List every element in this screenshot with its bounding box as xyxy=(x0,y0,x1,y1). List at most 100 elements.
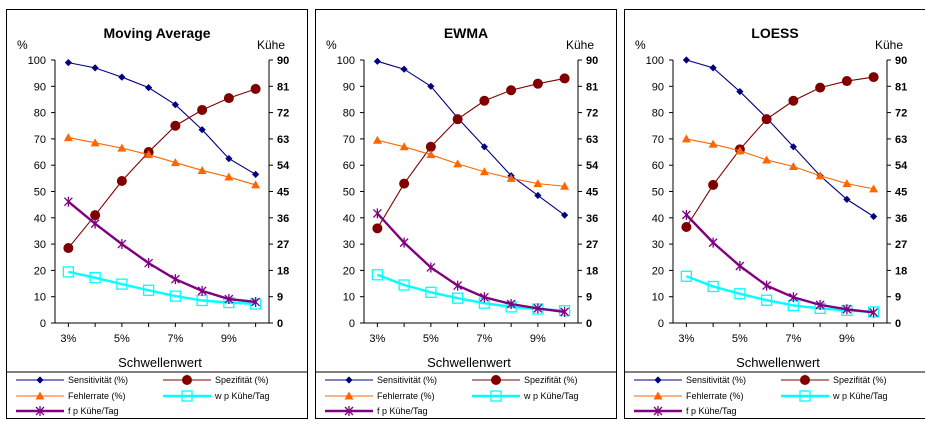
y-tick-label: 0 xyxy=(40,318,46,330)
y-axis-label: % xyxy=(17,38,28,52)
data-point-spezifit-t xyxy=(197,104,208,115)
y-tick-label: 20 xyxy=(652,265,664,277)
legend: Sensitivität (%) Spezifität (%) Fehlerrate… xyxy=(315,371,617,416)
data-point-f-p-k-he-tag xyxy=(117,239,127,250)
legend-marker-sensitivit-t xyxy=(36,376,44,384)
x-tick-label: 7% xyxy=(167,333,183,345)
series-line-sensitivit-t xyxy=(377,60,565,216)
y2-tick-label: 63 xyxy=(895,134,907,146)
legend-marker-f-p-k-he-tag xyxy=(344,406,354,416)
data-point-spezifit-t xyxy=(116,175,127,186)
chart-title: Moving Average xyxy=(103,25,210,41)
data-point-sensitivit-t xyxy=(682,56,690,64)
y2-tick-label: 36 xyxy=(586,213,598,225)
data-point-sensitivit-t xyxy=(534,191,542,200)
y-tick-label: 30 xyxy=(652,239,664,251)
data-point-sensitivit-t xyxy=(736,87,744,96)
x-tick-label: 5% xyxy=(423,333,439,345)
data-point-sensitivit-t xyxy=(843,195,851,203)
data-point-spezifit-t xyxy=(681,222,692,233)
plot-area: 0 10 20 30 40 50 60 70 80 90 100 0 9 18 27 36 45 54 63 72 81… xyxy=(337,55,599,345)
data-point-w-p-k-he-tag xyxy=(707,280,719,293)
data-point-fehlerrate xyxy=(506,173,516,182)
data-point-f-p-k-he-tag xyxy=(762,280,772,291)
y2-tick-label: 18 xyxy=(277,265,289,277)
y2-tick-label: 9 xyxy=(895,292,901,304)
data-point-spezifit-t xyxy=(532,78,543,89)
y-tick-label: 60 xyxy=(343,160,355,172)
x-tick-label: 3% xyxy=(369,333,385,345)
y2-tick-label: 72 xyxy=(586,108,598,120)
data-point-fehlerrate xyxy=(762,155,772,164)
y-tick-label: 60 xyxy=(34,160,46,172)
series-line-f-p-k-he-tag xyxy=(67,200,256,304)
y2-tick-label: 81 xyxy=(895,81,907,93)
legend-label-spezifit-t: Spezifität (%) xyxy=(524,375,578,385)
x-tick-label: 7% xyxy=(476,333,492,345)
legend-marker-spezifit-t xyxy=(491,375,501,385)
legend-label-w-p-k-he-tag: w p Kühe/Tag xyxy=(523,391,579,401)
y-tick-label: 10 xyxy=(652,292,664,304)
data-point-spezifit-t xyxy=(90,210,101,221)
data-point-f-p-k-he-tag xyxy=(63,196,73,207)
plot-area: 0 10 20 30 40 50 60 70 80 90 100 0 9 18 27 36 45 54 63 72 81… xyxy=(646,55,908,345)
legend-label-w-p-k-he-tag: w p Kühe/Tag xyxy=(214,391,270,401)
data-point-sensitivit-t xyxy=(64,59,72,67)
chart-svg: Moving Average % Kühe Schwellenwert 0 10 2… xyxy=(6,9,308,419)
data-point-sensitivit-t xyxy=(561,211,569,219)
y2-tick-label: 90 xyxy=(586,55,598,67)
data-point-fehlerrate xyxy=(426,150,436,159)
legend-label-f-p-k-he-tag: f p Kühe/Tag xyxy=(68,406,119,416)
legend: Sensitivität (%) Spezifität (%) Fehlerrate… xyxy=(624,371,925,416)
y2-tick-label: 81 xyxy=(586,81,598,93)
legend-label-w-p-k-he-tag: w p Kühe/Tag xyxy=(832,391,888,401)
y-tick-label: 20 xyxy=(34,265,46,277)
y-tick-label: 40 xyxy=(652,213,664,225)
y2-tick-label: 81 xyxy=(277,81,289,93)
data-point-fehlerrate xyxy=(224,172,234,181)
legend-label-sensitivit-t: Sensitivität (%) xyxy=(686,375,746,385)
y2-tick-label: 45 xyxy=(895,187,907,199)
data-point-f-p-k-he-tag xyxy=(533,303,543,314)
x-tick-label: 9% xyxy=(839,333,855,345)
legend-label-spezifit-t: Spezifität (%) xyxy=(215,375,269,385)
legend-marker-f-p-k-he-tag xyxy=(35,406,45,416)
data-point-f-p-k-he-tag xyxy=(399,237,409,248)
data-point-spezifit-t xyxy=(559,73,570,84)
data-point-fehlerrate xyxy=(560,181,570,190)
y2-tick-label: 54 xyxy=(895,160,908,172)
y2-tick-label: 9 xyxy=(586,292,592,304)
y2-axis-label: Kühe xyxy=(875,38,903,52)
legend-label-fehlerrate: Fehlerrate (%) xyxy=(686,391,744,401)
data-point-fehlerrate xyxy=(144,150,154,159)
data-point-spezifit-t xyxy=(425,141,436,152)
data-point-spezifit-t xyxy=(761,114,772,125)
data-point-w-p-k-he-tag xyxy=(371,269,384,281)
data-point-spezifit-t xyxy=(372,223,383,234)
y-tick-label: 0 xyxy=(349,318,355,330)
data-point-fehlerrate xyxy=(117,143,127,152)
data-point-f-p-k-he-tag xyxy=(426,262,436,273)
data-point-f-p-k-he-tag xyxy=(842,304,852,315)
data-point-w-p-k-he-tag xyxy=(398,279,410,291)
legend-label-fehlerrate: Fehlerrate (%) xyxy=(377,391,435,401)
chart-svg: EWMA % Kühe Schwellenwert 0 10 20 30 40 50 60 7… xyxy=(315,9,617,419)
y2-tick-label: 45 xyxy=(277,187,289,199)
chart-panel-moving-average: Moving Average % Kühe Schwellenwert 0 10 2… xyxy=(6,9,308,419)
data-point-fehlerrate xyxy=(708,139,718,148)
x-tick-label: 9% xyxy=(221,333,237,345)
data-point-f-p-k-he-tag xyxy=(815,299,825,310)
data-point-fehlerrate xyxy=(197,165,207,174)
data-point-sensitivit-t xyxy=(709,64,717,72)
y2-tick-label: 18 xyxy=(895,265,907,277)
data-point-fehlerrate xyxy=(399,142,409,151)
data-point-spezifit-t xyxy=(479,95,490,106)
y-tick-label: 30 xyxy=(343,239,355,251)
data-point-sensitivit-t xyxy=(400,65,408,73)
data-point-f-p-k-he-tag xyxy=(560,306,570,317)
legend-label-sensitivit-t: Sensitivität (%) xyxy=(377,375,437,385)
series-line-fehlerrate xyxy=(377,139,565,187)
data-point-fehlerrate xyxy=(453,159,463,168)
y-tick-label: 70 xyxy=(652,134,664,146)
y2-tick-label: 0 xyxy=(586,318,592,330)
